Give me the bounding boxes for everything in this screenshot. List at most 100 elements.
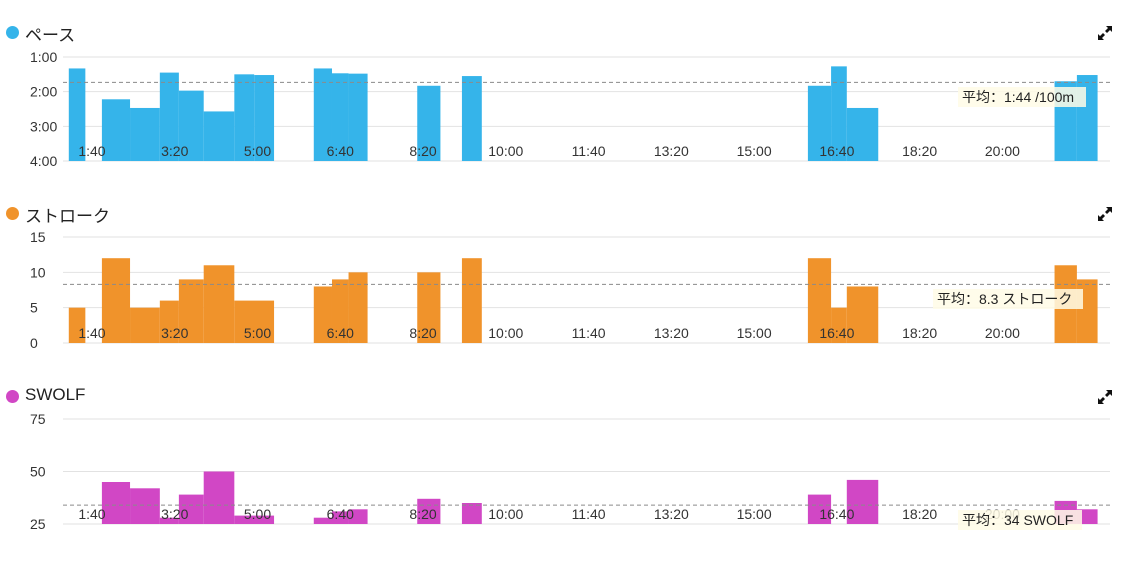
- bar[interactable]: [846, 286, 879, 343]
- x-tick-label: 6:40: [327, 143, 354, 159]
- bar[interactable]: [159, 300, 179, 343]
- bar[interactable]: [461, 258, 482, 343]
- x-tick-label: 16:40: [819, 143, 854, 159]
- expand-icon[interactable]: [1096, 205, 1114, 223]
- bar[interactable]: [68, 307, 86, 343]
- average-label: 平均：8.3 ストローク: [937, 291, 1072, 307]
- x-tick-label: 1:40: [78, 506, 105, 522]
- bar[interactable]: [313, 68, 332, 161]
- y-tick-label: 3:00: [30, 118, 57, 134]
- bar[interactable]: [313, 517, 332, 524]
- stroke-legend-dot: [6, 207, 19, 220]
- x-tick-label: 8:20: [409, 143, 436, 159]
- pace-title: ペース: [25, 26, 76, 45]
- average-label: 平均：1:44 /100m: [962, 89, 1074, 105]
- pace-panel: ペース 1:00 2:00 3:00 4:00 1:40 3:20 5:00 6:40 8:20…: [0, 20, 1130, 170]
- bar[interactable]: [846, 479, 879, 524]
- x-tick-label: 20:00: [985, 325, 1020, 341]
- x-tick-label: 1:40: [78, 325, 105, 341]
- x-tick-label: 3:20: [161, 325, 188, 341]
- bar[interactable]: [1076, 509, 1098, 524]
- bar[interactable]: [807, 494, 832, 524]
- x-tick-label: 15:00: [737, 506, 772, 522]
- x-tick-label: 11:40: [572, 143, 606, 159]
- swolf-header: SWOLF: [0, 384, 1130, 408]
- x-tick-label: 13:20: [654, 506, 689, 522]
- x-tick-label: 13:20: [654, 325, 689, 341]
- average-label-bg: [958, 510, 1082, 530]
- bar[interactable]: [417, 85, 441, 161]
- pace-header: ペース: [0, 20, 1130, 45]
- bar[interactable]: [846, 107, 879, 161]
- bar[interactable]: [313, 286, 332, 343]
- bar[interactable]: [331, 511, 349, 524]
- bar[interactable]: [101, 258, 131, 343]
- bar[interactable]: [1076, 279, 1098, 343]
- x-tick-label: 18:20: [902, 506, 937, 522]
- swolf-legend-dot: [6, 390, 19, 403]
- bar[interactable]: [461, 76, 482, 161]
- bar[interactable]: [348, 272, 368, 343]
- bar[interactable]: [130, 488, 160, 524]
- bar[interactable]: [159, 72, 179, 161]
- x-tick-label: 1:40: [78, 143, 105, 159]
- bar[interactable]: [807, 258, 832, 343]
- x-tick-label: 13:20: [654, 143, 689, 159]
- swolf-chart: 25 50 75 1:40 3:20 5:00 6:40 8:20 10:00 11:40 13:2…: [30, 411, 1110, 532]
- x-tick-label: 15:00: [737, 143, 772, 159]
- bar[interactable]: [348, 73, 368, 161]
- stroke-panel: ストローク 0 5 10 15 1:40 3:20 5:00 6:40 8:20 10:00 11:…: [0, 201, 1130, 351]
- bar[interactable]: [68, 68, 86, 161]
- bar[interactable]: [203, 111, 235, 161]
- expand-icon[interactable]: [1096, 388, 1114, 406]
- bar[interactable]: [831, 307, 847, 343]
- bar[interactable]: [234, 515, 275, 524]
- x-tick-label: 18:20: [902, 325, 937, 341]
- x-tick-label: 3:20: [161, 143, 188, 159]
- bar[interactable]: [130, 107, 160, 161]
- bar[interactable]: [234, 74, 255, 161]
- y-tick-label: 10: [30, 264, 46, 280]
- average-label-bg: [958, 87, 1086, 107]
- stroke-title: ストローク: [25, 207, 110, 226]
- x-tick-label: 15:00: [737, 325, 772, 341]
- average-label: 平均：34 SWOLF: [962, 512, 1073, 528]
- bar[interactable]: [331, 279, 349, 343]
- swolf-panel: SWOLF 25 50 75 1:40 3:20 5:00 6:40 8:20 10:00 11:…: [0, 384, 1130, 534]
- x-tick-label: 18:20: [902, 143, 937, 159]
- expand-icon[interactable]: [1096, 24, 1114, 42]
- stroke-header: ストローク: [0, 201, 1130, 226]
- bar[interactable]: [348, 509, 368, 524]
- bar[interactable]: [101, 99, 131, 161]
- x-tick-label: 3:20: [161, 506, 188, 522]
- bar[interactable]: [178, 279, 204, 343]
- bar[interactable]: [130, 307, 160, 343]
- x-tick-label: 5:00: [244, 506, 271, 522]
- average-label-bg: [933, 289, 1083, 309]
- bar[interactable]: [101, 482, 131, 524]
- y-tick-label: 2:00: [30, 84, 57, 100]
- x-tick-label: 5:00: [244, 325, 271, 341]
- bar[interactable]: [234, 300, 275, 343]
- stroke-chart: 0 5 10 15 1:40 3:20 5:00 6:40 8:20 10:00 11:40 13:2…: [30, 229, 1110, 351]
- bar[interactable]: [178, 90, 204, 161]
- pace-chart: 1:00 2:00 3:00 4:00 1:40 3:20 5:00 6:40 8:20 10:0…: [30, 49, 1110, 169]
- bar[interactable]: [461, 503, 482, 524]
- x-tick-label: 16:40: [819, 325, 854, 341]
- bar[interactable]: [159, 517, 179, 524]
- x-tick-label: 20:00: [985, 143, 1020, 159]
- bar[interactable]: [417, 272, 441, 343]
- x-tick-label: 5:00: [244, 143, 271, 159]
- bar[interactable]: [203, 471, 235, 525]
- x-tick-label: 11:40: [572, 325, 606, 341]
- x-tick-label: 10:00: [488, 325, 523, 341]
- x-tick-label: 10:00: [488, 506, 523, 522]
- bar[interactable]: [203, 265, 235, 343]
- bar[interactable]: [331, 73, 349, 161]
- bar[interactable]: [831, 66, 847, 161]
- y-tick-label: 5: [30, 300, 38, 316]
- bar[interactable]: [807, 85, 832, 161]
- x-tick-label: 10:00: [488, 143, 523, 159]
- bar[interactable]: [254, 75, 275, 161]
- bar[interactable]: [178, 494, 204, 524]
